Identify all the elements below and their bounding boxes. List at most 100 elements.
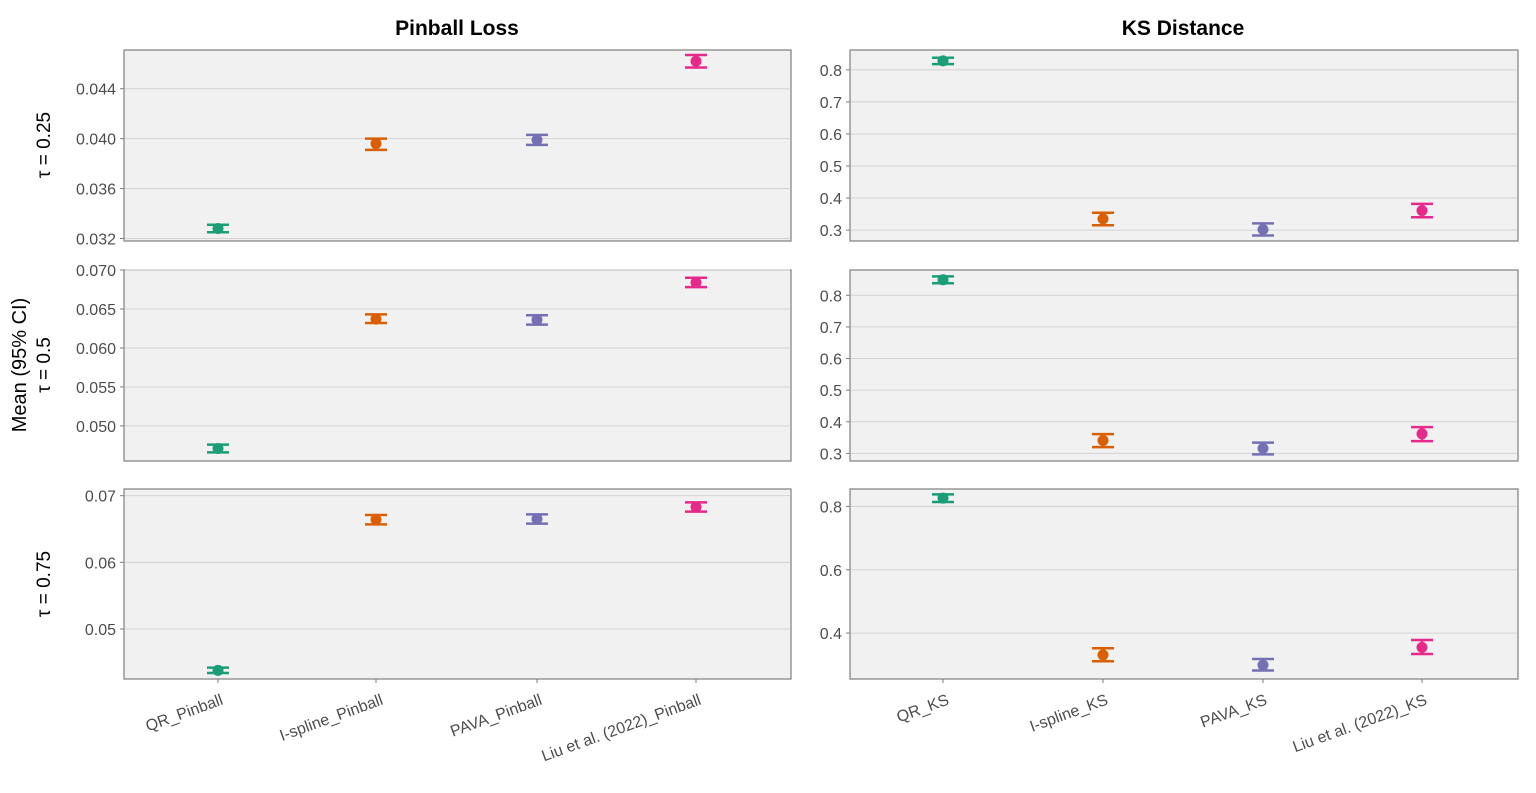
mean-point [690,55,702,67]
mean-point [690,501,702,513]
y-tick-label: 0.3 [820,446,842,463]
y-tick-label: 0.06 [85,555,116,572]
mean-point [370,514,382,526]
errorbar-point [526,133,548,147]
y-tick-label: 0.6 [820,127,842,144]
mean-point [531,513,543,525]
mean-point [1257,223,1269,235]
errorbar-point [932,274,954,286]
mean-point [212,443,224,455]
y-tick-label: 0.7 [820,320,842,337]
errorbar-point [207,443,229,455]
panel-ks-row-0: 0.3 0.4 0.5 0.6 0.7 0.8 [820,49,1519,242]
errorbar-point [207,664,229,676]
errorbar-point [1411,202,1433,219]
mean-point [531,314,543,326]
panel-background [123,488,792,680]
y-tick-label: 0.6 [820,352,842,369]
mean-point [1416,641,1428,653]
y-tick-label: 0.044 [76,82,116,99]
mean-point [1097,649,1109,661]
errorbar-point [526,513,548,525]
y-tick-label: 0.050 [76,419,116,436]
errorbar-point [365,313,387,325]
y-tick-label: 0.060 [76,341,116,358]
errorbar-point [685,501,707,513]
errorbar-point [365,137,387,152]
errorbar-point [932,492,954,504]
y-tick-label: 0.07 [85,489,116,506]
row-label-tau-0.5: τ = 0.5 [34,337,55,393]
errorbar-point [526,313,548,326]
mean-point [690,276,702,288]
mean-point [937,274,949,286]
y-tick-label: 0.8 [820,63,842,80]
errorbar-point [1411,638,1433,656]
mean-point [937,492,949,504]
y-tick-label: 0.032 [76,232,116,249]
panel-ks-row-2: 0.4 0.6 0.8 [820,488,1519,683]
panel-background [849,49,1519,242]
errorbar-point [207,223,229,235]
column-title-ks: KS Distance [1122,17,1245,40]
errorbar-point [1252,657,1274,672]
mean-point [1257,442,1269,454]
column-title-pinball: Pinball Loss [395,17,519,40]
x-tick-label: PAVA_Pinball [448,692,544,741]
y-tick-label: 0.7 [820,95,842,112]
errorbar-point [685,53,707,69]
panel-background [123,269,792,462]
y-tick-label: 0.055 [76,380,116,397]
x-tick-label: PAVA_KS [1198,692,1269,732]
x-tick-label: I-spline_KS [1028,692,1111,736]
x-tick-label: Liu et al. (2022)_Pinball [540,692,704,765]
x-tick-label: QR_KS [895,692,952,727]
y-tick-label: 0.065 [76,302,116,319]
mean-point [1097,434,1109,446]
mean-point [370,313,382,325]
panels: 0.0320.0360.0400.0440.30.40.50.60.70.80.… [76,49,1519,683]
errorbar-point [365,513,387,526]
errorbar-point [1252,222,1274,237]
y-tick-label: 0.8 [820,288,842,305]
panel-ks-row-1: 0.3 0.4 0.5 0.6 0.7 0.8 [820,269,1519,463]
y-tick-label: 0.040 [76,132,116,149]
row-label-tau-0.25: τ = 0.25 [34,112,55,178]
y-tick-label: 0.036 [76,182,116,199]
panel-pinball-row-2: 0.05 0.06 0.07 [85,488,792,683]
errorbar-point [1092,211,1114,227]
errorbar-point [932,55,954,67]
mean-point [1257,659,1269,671]
errorbar-point [1092,647,1114,663]
panel-background [123,49,792,242]
y-axis-title: Mean (95% CI) [9,298,31,433]
panel-pinball-row-0: 0.032 0.036 0.040 0.044 [76,49,792,249]
mean-point [212,664,224,676]
y-tick-label: 0.8 [820,499,842,516]
mean-point [370,138,382,150]
panel-background [849,269,1519,462]
x-tick-label: Liu et al. (2022)_KS [1291,692,1430,756]
y-tick-label: 0.05 [85,622,116,639]
mean-point [1416,205,1428,217]
y-tick-label: 0.3 [820,223,842,240]
y-tick-label: 0.4 [820,626,842,643]
mean-point [1416,428,1428,440]
x-tick-label: I-spline_Pinball [278,692,386,745]
y-tick-label: 0.4 [820,415,842,432]
panel-background [849,488,1519,680]
y-tick-label: 0.5 [820,159,842,176]
mean-point [212,223,224,235]
y-tick-label: 0.5 [820,383,842,400]
row-label-tau-0.75: τ = 0.75 [34,551,55,617]
errorbar-point [1092,432,1114,449]
y-tick-label: 0.4 [820,191,842,208]
x-tick-label: QR_Pinball [143,692,225,736]
errorbar-point [685,276,707,289]
errorbar-point [1252,441,1274,456]
mean-point [1097,213,1109,225]
y-tick-label: 0.070 [76,263,116,280]
panel-pinball-row-1: 0.050 0.055 0.060 0.065 0.070 [76,263,792,462]
mean-point [937,55,949,67]
